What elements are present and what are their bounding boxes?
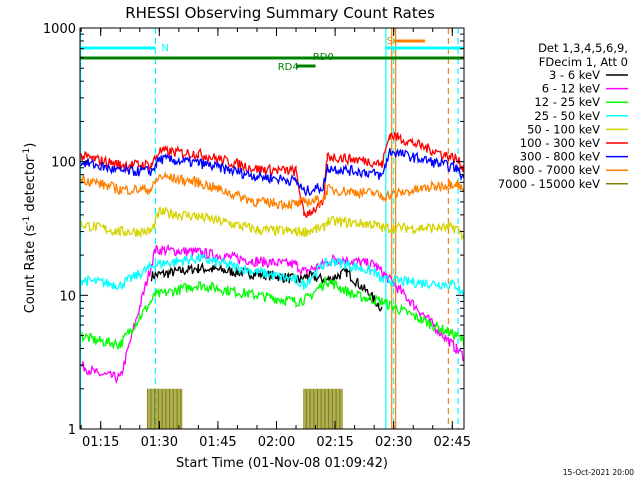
- plot-area: N S RD0 RD4: [80, 28, 464, 429]
- y-axis-label-mid: detector: [23, 156, 38, 216]
- legend-label-2: 12 - 25 keV: [534, 95, 600, 109]
- plot-frame: [79, 27, 465, 430]
- series-line-7: [80, 170, 464, 211]
- series-line-5: [80, 131, 464, 219]
- x-tick-label: 01:45: [199, 435, 236, 450]
- legend: Det 1,3,4,5,6,9, FDecim 1, Att 0 3 - 6 k…: [498, 41, 628, 191]
- y-axis-label-sup1: -1: [22, 216, 32, 225]
- y-axis-ticks: 1 10 100 1000: [43, 22, 464, 438]
- x-tick-label: 01:30: [141, 435, 178, 450]
- series-line-1: [80, 243, 464, 385]
- chart-title: RHESSI Observing Summary Count Rates: [125, 4, 435, 22]
- annotation-label-2: RD0: [313, 52, 334, 63]
- x-axis-ticks: 01:15 01:30 01:45 02:00 02:15 02:30 02:45: [80, 28, 471, 450]
- annotation-label-0: N: [161, 43, 168, 54]
- legend-label-7: 800 - 7000 keV: [512, 163, 600, 177]
- series-line-3: [80, 253, 464, 300]
- y-axis-label: Count Rate (s-1 detector-1): [22, 143, 38, 314]
- y-tick-label: 1: [68, 423, 76, 438]
- plot-marks: N S RD0 RD4: [80, 28, 464, 429]
- legend-header-line-2: FDecim 1, Att 0: [539, 55, 628, 69]
- x-axis-label: Start Time (01-Nov-08 01:09:42): [176, 456, 388, 471]
- annotation-label-3: RD4: [278, 62, 299, 73]
- x-tick-label: 02:30: [375, 435, 412, 450]
- legend-label-4: 50 - 100 keV: [527, 122, 600, 136]
- series-line-6: [80, 147, 464, 197]
- legend-label-1: 6 - 12 keV: [542, 82, 600, 96]
- y-tick-label: 100: [51, 156, 76, 171]
- annotation-label-1: S: [387, 36, 393, 47]
- y-tick-label: 10: [59, 289, 76, 304]
- legend-label-3: 25 - 50 keV: [534, 109, 600, 123]
- legend-label-5: 100 - 300 keV: [520, 136, 600, 150]
- y-axis-label-sup2: -1: [22, 148, 32, 157]
- legend-label-8: 7000 - 15000 keV: [498, 177, 600, 191]
- legend-label-6: 300 - 800 keV: [520, 150, 600, 164]
- series-line-2: [80, 276, 464, 351]
- x-tick-label: 02:15: [316, 435, 353, 450]
- x-tick-label: 02:45: [434, 435, 471, 450]
- y-axis-label-main: Count Rate (s: [23, 225, 38, 314]
- legend-label-0: 3 - 6 keV: [549, 68, 600, 82]
- y-axis-label-end: ): [23, 143, 38, 148]
- footer-timestamp: 15-Oct-2021 20:00: [563, 468, 634, 477]
- x-tick-label: 01:15: [82, 435, 119, 450]
- y-tick-label: 1000: [43, 22, 76, 37]
- x-tick-label: 02:00: [258, 435, 295, 450]
- legend-header-line-1: Det 1,3,4,5,6,9,: [538, 41, 628, 55]
- series-line-4: [80, 206, 464, 242]
